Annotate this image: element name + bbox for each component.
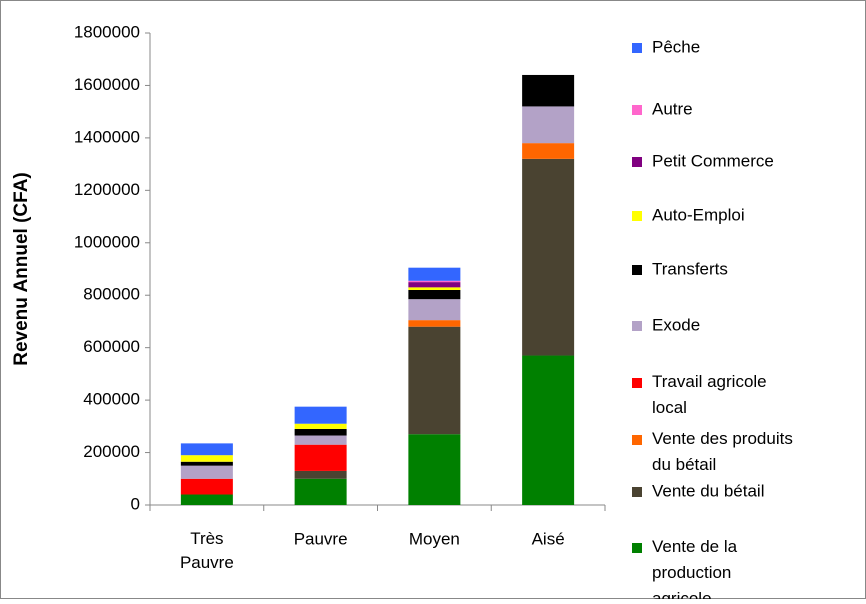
- bar-segment: [294, 435, 347, 445]
- y-tick-label: 0: [131, 494, 140, 513]
- x-tick-label: Très Pauvre: [180, 529, 234, 572]
- x-tick-label: Moyen: [409, 529, 460, 548]
- y-tick-label: 400000: [83, 390, 140, 409]
- bar-segment: [408, 434, 461, 505]
- bar-segment: [522, 74, 575, 107]
- legend-swatch: [632, 105, 642, 115]
- bar-segment: [408, 287, 461, 290]
- bar-segment: [408, 299, 461, 321]
- bar-segment: [294, 478, 347, 505]
- legend-swatch: [632, 211, 642, 221]
- legend-swatch: [632, 487, 642, 497]
- bar-segment: [408, 282, 461, 288]
- x-tick-label: Aisé: [532, 529, 565, 548]
- bar-segment: [408, 267, 461, 281]
- y-tick-label: 200000: [83, 442, 140, 461]
- y-tick-label: 1200000: [74, 180, 140, 199]
- legend-label: Transferts: [652, 259, 728, 278]
- legend-label: Auto-Emploi: [652, 205, 745, 224]
- legend-label: Petit Commerce: [652, 151, 774, 170]
- legend-swatch: [632, 43, 642, 53]
- legend-label: Autre: [652, 99, 693, 118]
- bar-segment: [180, 455, 233, 462]
- bar-segment: [180, 461, 233, 466]
- legend-label: Pêche: [652, 37, 700, 56]
- bar-segment: [408, 326, 461, 435]
- bar-segment: [180, 465, 233, 479]
- bar-segment: [408, 320, 461, 327]
- legend-swatch: [632, 435, 642, 445]
- y-tick-label: 1800000: [74, 22, 140, 41]
- bar-segment: [294, 406, 347, 424]
- bar-segment: [408, 280, 461, 283]
- legend-label: Travail agricole local: [652, 372, 767, 417]
- legend-swatch: [632, 265, 642, 275]
- legend-label: Exode: [652, 315, 700, 334]
- y-tick-label: 1000000: [74, 232, 140, 251]
- legend-swatch: [632, 378, 642, 388]
- bar-segment: [294, 444, 347, 471]
- bar-segment: [522, 158, 575, 356]
- legend-swatch: [632, 157, 642, 167]
- bar-segment: [294, 470, 347, 479]
- bar-segment: [294, 423, 347, 429]
- bar-segment: [522, 106, 575, 144]
- bar-segment: [180, 478, 233, 495]
- y-tick-label: 600000: [83, 337, 140, 356]
- legend-swatch: [632, 321, 642, 331]
- bar-segment: [522, 355, 575, 505]
- y-tick-label: 1600000: [74, 75, 140, 94]
- y-tick-label: 1400000: [74, 127, 140, 146]
- y-tick-label: 800000: [83, 285, 140, 304]
- bar-segment: [294, 428, 347, 436]
- legend-label: Vente des produits du bétail: [652, 429, 793, 474]
- bar-segment: [180, 443, 233, 456]
- bar-segment: [180, 494, 233, 505]
- legend-label: Vente du bétail: [652, 481, 764, 500]
- bar-segment: [522, 143, 575, 159]
- bar-segment: [408, 289, 461, 300]
- y-axis-title: Revenu Annuel (CFA): [11, 172, 32, 366]
- legend-swatch: [632, 543, 642, 553]
- x-tick-label: Pauvre: [294, 529, 348, 548]
